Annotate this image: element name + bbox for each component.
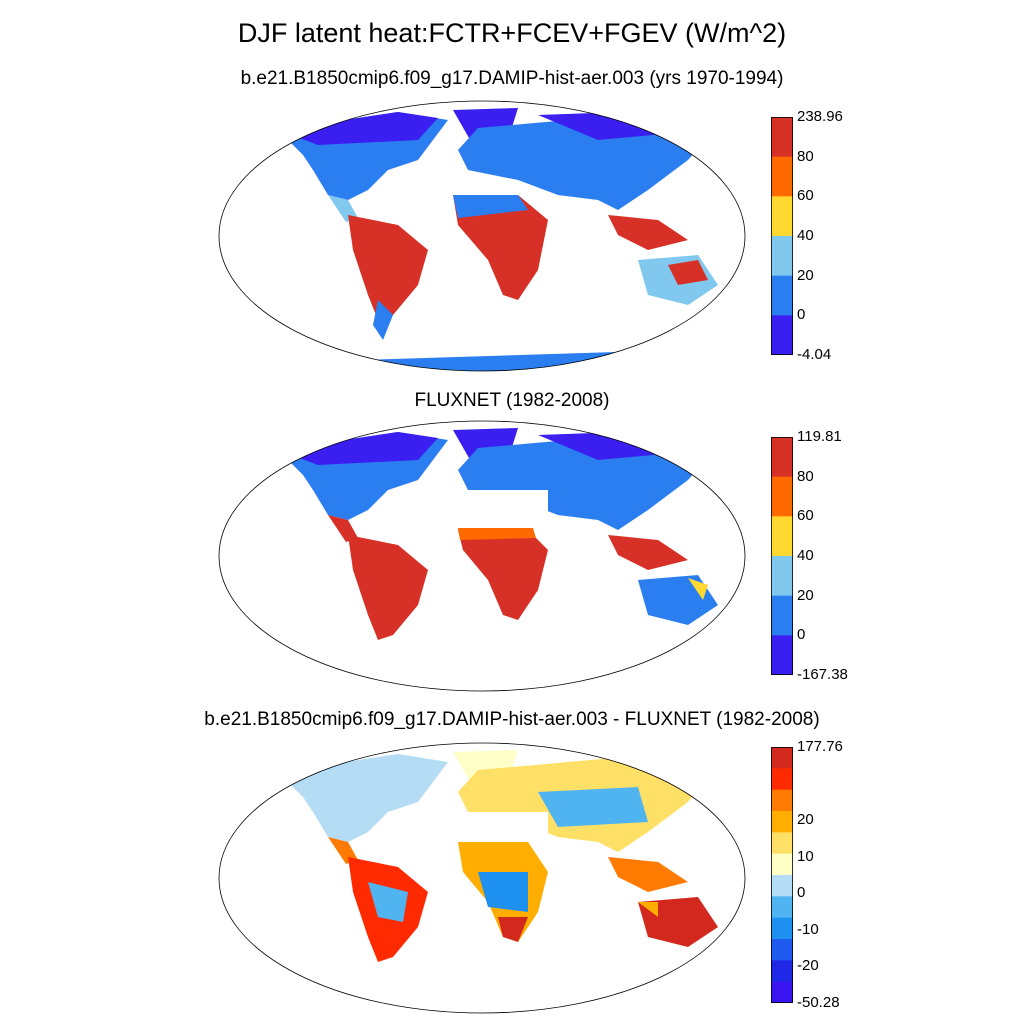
panel-title-model: b.e21.B1850cmip6.f09_g17.DAMIP-hist-aer.… <box>240 68 784 89</box>
colorbar-label: 40 <box>797 547 814 564</box>
colorbar-swatch <box>771 917 793 940</box>
colorbar-swatch <box>771 516 793 557</box>
map-diff <box>218 742 746 1014</box>
colorbar-label: 80 <box>797 467 814 485</box>
colorbar-swatch <box>771 853 793 876</box>
colorbar-label: 20 <box>797 266 814 284</box>
colorbar-label: 20 <box>797 586 814 604</box>
colorbar-model <box>771 117 793 355</box>
colorbar-swatch <box>771 635 793 675</box>
colorbar-swatch <box>771 981 793 1003</box>
colorbar-swatch <box>771 437 793 478</box>
colorbar-label: -4.04 <box>797 346 832 363</box>
colorbar-label: -167.38 <box>797 666 848 683</box>
colorbar-label: 0 <box>797 306 806 324</box>
colorbar-swatch <box>771 789 793 812</box>
colorbar-swatch <box>771 595 793 636</box>
colorbar-swatch <box>771 476 793 517</box>
colorbar-swatch <box>771 896 793 919</box>
colorbar-swatch <box>771 236 793 277</box>
colorbar-label: 177.76 <box>797 738 843 755</box>
colorbar-label: 238.96 <box>797 108 843 125</box>
colorbar-label: 60 <box>797 507 814 525</box>
colorbar-label: 0 <box>797 884 806 902</box>
colorbar-label: 10 <box>797 847 814 865</box>
map-obs <box>218 420 746 692</box>
colorbar-swatch <box>771 556 793 597</box>
colorbar-swatch <box>771 939 793 961</box>
colorbar-swatch <box>771 275 793 316</box>
panel-title-obs: FLUXNET (1982-2008) <box>414 390 610 411</box>
continent-north-america <box>278 754 448 842</box>
colorbar-swatch <box>771 960 793 983</box>
continent-south-america <box>348 215 428 320</box>
colorbar-swatch <box>771 196 793 237</box>
colorbar-label: -10 <box>797 920 819 938</box>
colorbar-label: 119.81 <box>797 428 842 445</box>
colorbar-swatch <box>771 747 793 769</box>
continent-south-america <box>348 535 428 640</box>
continent-eurasia <box>458 432 718 530</box>
colorbar-label: 60 <box>797 187 814 205</box>
colorbar-swatch <box>771 315 793 355</box>
colorbar-swatch <box>771 117 793 158</box>
map-model <box>218 100 746 372</box>
colorbar-label: 20 <box>797 811 814 829</box>
colorbar-obs <box>771 437 793 675</box>
colorbar-diff <box>771 747 793 1003</box>
colorbar-label: 0 <box>797 626 806 644</box>
colorbar-label: 40 <box>797 227 814 244</box>
colorbar-swatch <box>771 811 793 833</box>
continent-africa <box>458 530 548 620</box>
colorbar-label: 80 <box>797 147 814 165</box>
continent-eurasia <box>458 112 718 210</box>
figure-title: DJF latent heat:FCTR+FCEV+FGEV (W/m^2) <box>237 18 787 48</box>
panel-title-diff: b.e21.B1850cmip6.f09_g17.DAMIP-hist-aer.… <box>204 709 820 730</box>
colorbar-swatch <box>771 832 793 855</box>
colorbar-swatch <box>771 156 793 197</box>
colorbar-swatch <box>771 768 793 791</box>
colorbar-label: -50.28 <box>797 994 840 1011</box>
colorbar-swatch <box>771 875 793 897</box>
colorbar-label: -20 <box>797 957 819 975</box>
continent-africa <box>453 195 548 300</box>
